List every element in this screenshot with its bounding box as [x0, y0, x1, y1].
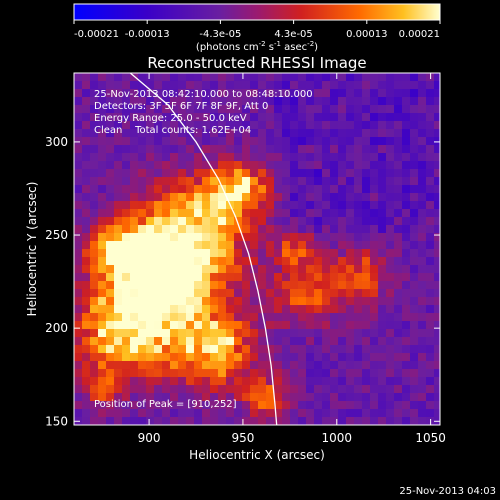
timestamp: 25-Nov-2013 04:03 [399, 486, 496, 497]
colorbar-tick-label: -0.00021 [74, 29, 119, 40]
colorbar-tick-label: 4.3e-05 [274, 29, 312, 40]
axis-ticks: 900 950 1000 1050 150 200 250 300 [45, 73, 446, 445]
info-block: 25-Nov-2013 08:42:10.000 to 08:48:10.000… [94, 89, 313, 136]
x-tick-label: 1000 [321, 431, 352, 445]
x-axis-label: Heliocentric X (arcsec) [189, 448, 325, 462]
colorbar-ticks: -0.00021 -0.00013 -4.3e-05 4.3e-05 0.00013 0.… [73, 20, 441, 40]
peak-position-label: Position of Peak = [910,252] [94, 399, 237, 410]
colorbar-tick-label: 0.00013 [346, 29, 387, 40]
chart-title: Reconstructed RHESSI Image [147, 54, 366, 72]
plot-frame [73, 72, 441, 426]
colorbar [73, 3, 441, 21]
rhessi-image [74, 73, 440, 425]
y-tick-label: 300 [45, 135, 68, 149]
y-tick-label: 250 [45, 228, 68, 242]
info-time-range: 25-Nov-2013 08:42:10.000 to 08:48:10.000 [94, 89, 313, 100]
colorbar-tick-label: 0.00021 [399, 29, 440, 40]
x-tick-label: 950 [231, 431, 254, 445]
colorbar-tick-label: -4.3e-05 [199, 29, 241, 40]
info-total-counts: Clean Total counts: 1.62E+04 [94, 125, 251, 136]
solar-limb-line [129, 72, 278, 426]
x-tick-label: 900 [138, 431, 161, 445]
x-tick-label: 1050 [415, 431, 446, 445]
y-axis-label: Heliocentric Y (arcsec) [25, 182, 39, 317]
y-tick-label: 200 [45, 321, 68, 335]
colorbar-unit: (photons cm-2 s-1 asec-2) [196, 40, 318, 53]
info-detectors: Detectors: 3F 5F 6F 7F 8F 9F, Att 0 [94, 101, 268, 112]
y-tick-label: 150 [45, 414, 68, 428]
colorbar-tick-label: -0.00013 [125, 29, 170, 40]
info-energy-range: Energy Range: 25.0 - 50.0 keV [94, 113, 247, 124]
